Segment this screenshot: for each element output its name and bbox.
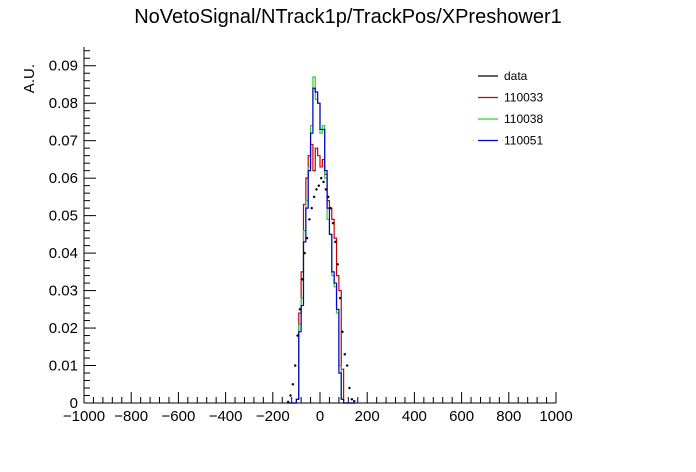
y-tick-label: 0 — [70, 395, 78, 412]
y-axis-label: A.U. — [21, 64, 38, 93]
y-tick-label: 0.01 — [49, 358, 78, 375]
x-tick-label: 600 — [449, 408, 474, 425]
chart-title: NoVetoSignal/NTrack1p/TrackPos/XPreshowe… — [134, 6, 562, 28]
legend-entry-data: data — [504, 69, 528, 83]
y-tick-label: 0.05 — [49, 208, 78, 225]
x-tick-label: −400 — [209, 408, 243, 425]
series-data-markers — [286, 176, 356, 404]
axis-ticks: −1000 −800 −600 −400 −200 0 200 400 600 800 1000 0 0… — [49, 50, 573, 425]
x-tick-label: −1000 — [63, 408, 105, 425]
x-tick-label: 0 — [316, 408, 324, 425]
y-tick-label: 0.06 — [49, 170, 78, 187]
x-tick-label: 800 — [496, 408, 521, 425]
x-tick-label: 1000 — [539, 408, 572, 425]
x-tick-label: −800 — [114, 408, 148, 425]
x-tick-label: −600 — [162, 408, 196, 425]
series-layer — [286, 76, 356, 404]
y-tick-label: 0.08 — [49, 95, 78, 112]
legend-entry-110038: 110038 — [504, 112, 543, 126]
legend: data 110033 110038 110051 — [478, 69, 543, 148]
legend-entry-110051: 110051 — [504, 134, 543, 148]
y-tick-label: 0.04 — [49, 245, 78, 262]
x-tick-label: −200 — [256, 408, 290, 425]
x-tick-label: 400 — [402, 408, 427, 425]
legend-entry-110033: 110033 — [504, 91, 543, 105]
y-tick-label: 0.03 — [49, 283, 78, 300]
y-tick-label: 0.07 — [49, 133, 78, 150]
x-tick-label: 200 — [355, 408, 380, 425]
series-110051-line — [286, 87, 356, 404]
y-tick-label: 0.02 — [49, 320, 78, 337]
y-tick-label: 0.09 — [49, 58, 78, 75]
